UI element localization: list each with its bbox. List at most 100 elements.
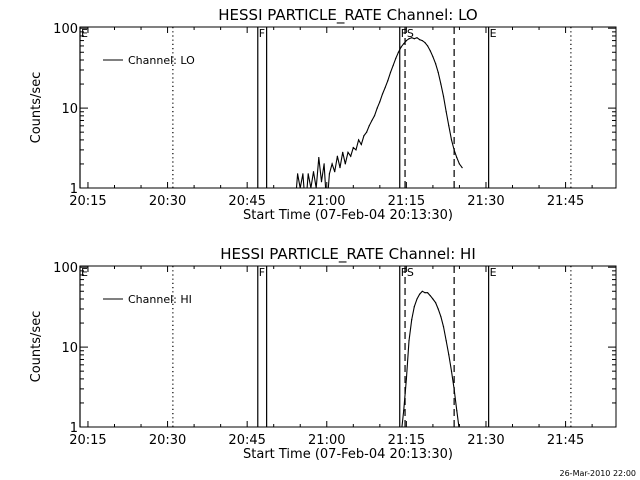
data-point: [445, 111, 447, 113]
data-point: [347, 151, 349, 153]
marker-label: E: [490, 27, 497, 40]
y-tick-label: 100: [53, 261, 78, 276]
data-point: [366, 131, 368, 133]
data-point: [437, 71, 439, 73]
x-tick-label: 21:15: [388, 433, 425, 448]
data-point: [392, 65, 394, 67]
data-point: [419, 39, 421, 41]
data-point: [320, 181, 323, 183]
data-point: [344, 163, 346, 165]
x-tick-label: 21:30: [467, 433, 504, 448]
data-point: [442, 326, 445, 328]
data-point: [408, 38, 410, 40]
data-point: [440, 316, 442, 318]
data-point: [302, 173, 304, 175]
x-tick-label: 21:15: [388, 194, 425, 209]
data-point: [387, 80, 389, 82]
data-point: [416, 298, 418, 300]
data-point: [315, 187, 317, 188]
data-point: [408, 340, 410, 342]
data-point: [336, 155, 338, 157]
footer-stamp: 26-Mar-2010 22:00: [560, 469, 637, 478]
data-point: [421, 40, 423, 42]
x-axis-label: Start Time (07-Feb-04 20:13:30): [243, 208, 453, 223]
marker-label: E: [81, 27, 88, 40]
data-point: [299, 187, 301, 188]
legend-entry: Channel: HI: [128, 293, 192, 306]
data-point: [358, 139, 360, 141]
data-point: [419, 293, 421, 295]
x-axis-label: Start Time (07-Feb-04 20:13:30): [243, 447, 453, 462]
data-point: [440, 83, 442, 85]
x-tick-label: 20:30: [149, 433, 186, 448]
data-point: [424, 42, 426, 44]
data-point: [389, 71, 392, 73]
data-point: [456, 157, 458, 159]
data-point: [381, 93, 384, 95]
data-point: [397, 51, 399, 53]
x-tick-label: 21:00: [308, 433, 345, 448]
data-point: [342, 151, 344, 153]
data-point: [421, 290, 423, 292]
data-point: [435, 63, 437, 65]
data-point: [450, 370, 453, 372]
x-tick-label: 20:45: [228, 433, 265, 448]
data-point: [429, 295, 431, 297]
y-tick-label: 10: [61, 102, 78, 117]
data-point: [435, 302, 437, 304]
data-point: [450, 139, 453, 141]
data-point: [427, 45, 429, 47]
data-point: [312, 171, 315, 173]
x-tick-label: 20:45: [228, 194, 265, 209]
data-point: [363, 135, 365, 137]
data-point: [453, 149, 455, 151]
data-point: [403, 410, 405, 412]
data-point: [411, 37, 413, 39]
data-point: [432, 56, 434, 58]
data-point: [445, 340, 447, 342]
series-line: [401, 290, 460, 427]
marker-label: E: [81, 266, 88, 279]
data-point: [403, 43, 405, 45]
y-axis-label: Counts/sec: [29, 311, 44, 383]
data-point: [395, 57, 397, 59]
y-axis-label: Counts/sec: [29, 72, 44, 144]
data-point: [437, 308, 439, 310]
data-point: [411, 319, 413, 321]
series-line: [295, 37, 463, 188]
x-tick-label: 20:15: [69, 433, 106, 448]
data-point: [427, 292, 429, 294]
data-point: [360, 143, 362, 146]
data-point: [413, 306, 415, 308]
marker-label: F: [259, 266, 265, 279]
chart-title: HESSI PARTICLE_RATE Channel: HI: [220, 245, 476, 264]
data-point: [453, 388, 455, 390]
data-point: [328, 173, 330, 175]
data-point: [323, 163, 325, 165]
data-point: [424, 292, 426, 294]
panel-lo: HESSI PARTICLE_RATE Channel: LO 20:15 20:3…: [29, 6, 617, 223]
marker-label: FS: [401, 27, 414, 40]
y-tick-label: 1: [70, 421, 78, 436]
data-point: [350, 155, 352, 157]
data-point: [458, 163, 460, 165]
marker-label: F: [259, 27, 265, 40]
x-tick-label: 20:15: [69, 194, 106, 209]
data-point: [371, 119, 373, 122]
plot-frame: [79, 265, 617, 428]
data-point: [432, 298, 434, 300]
chart-title: HESSI PARTICLE_RATE Channel: LO: [218, 6, 477, 25]
x-tick-label: 21:30: [467, 194, 504, 209]
x-tick-label: 21:00: [308, 194, 345, 209]
data-point: [429, 50, 431, 52]
data-point: [373, 115, 376, 117]
panel-hi: HESSI PARTICLE_RATE Channel: HI 20:15 20:3…: [29, 245, 617, 462]
data-point: [297, 173, 299, 175]
data-point: [400, 46, 402, 48]
marker-label: E: [490, 266, 497, 279]
data-point: [310, 187, 312, 188]
x-tick-label: 20:30: [149, 194, 186, 209]
data-point: [461, 167, 463, 169]
data-point: [442, 95, 445, 97]
